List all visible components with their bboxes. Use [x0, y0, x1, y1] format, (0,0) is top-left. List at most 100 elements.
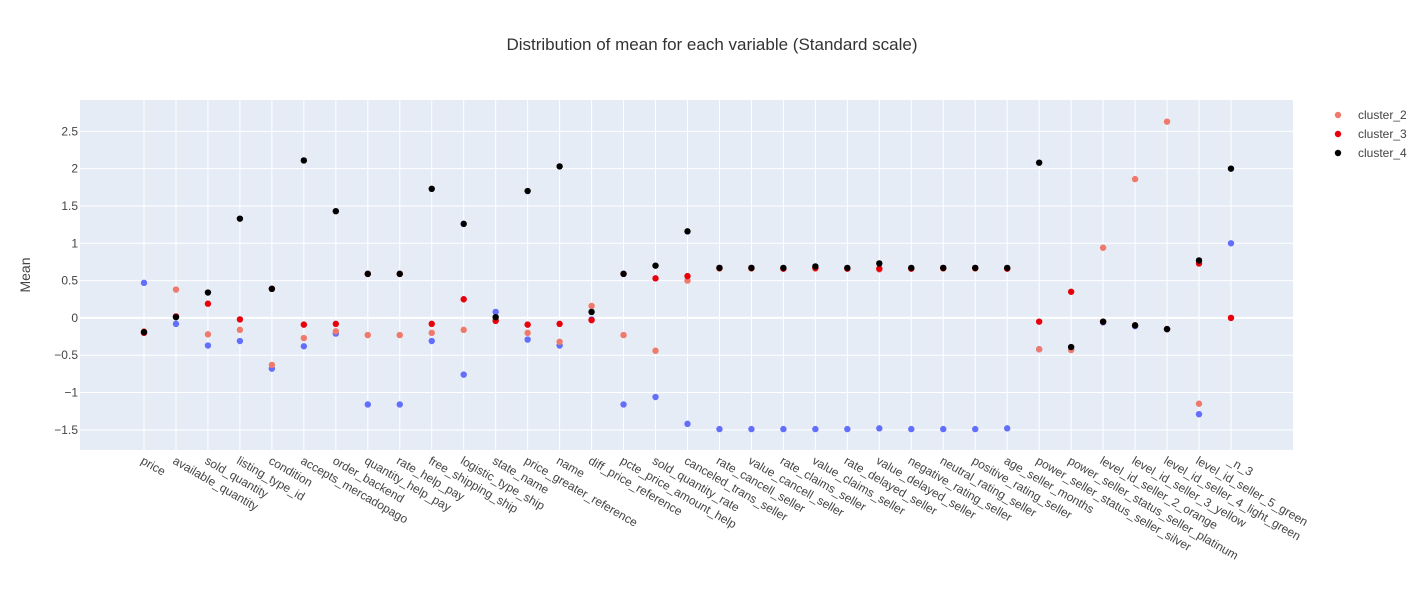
data-point: [460, 220, 467, 228]
data-point: [460, 296, 467, 303]
data-point: [1227, 314, 1235, 322]
data-point: [236, 316, 244, 323]
data-point: [1035, 346, 1043, 353]
data-point: [236, 337, 244, 345]
data-point: [652, 393, 659, 401]
data-point: [364, 331, 371, 339]
data-point: [684, 228, 691, 235]
data-point: [652, 275, 659, 282]
data-point: [1099, 244, 1107, 251]
data-point: [524, 336, 531, 343]
plot-area: [80, 100, 1293, 450]
data-point: [780, 264, 787, 272]
data-point: [364, 401, 371, 408]
data-point: [460, 326, 467, 334]
data-point: [716, 425, 723, 433]
data-point: [652, 347, 659, 354]
data-point: [428, 329, 435, 337]
data-point: [716, 264, 723, 272]
data-point: [428, 320, 435, 328]
data-point: [140, 328, 148, 336]
data-point: [556, 320, 563, 328]
data-point: [524, 329, 531, 337]
data-point: [684, 277, 691, 284]
data-point: [364, 270, 371, 278]
data-point: [1163, 325, 1171, 333]
data-point: [620, 331, 627, 339]
data-point: [1003, 425, 1011, 432]
y-tick-label: −1: [64, 386, 78, 400]
data-point: [268, 285, 276, 293]
data-point: [172, 286, 180, 293]
data-point: [300, 343, 308, 350]
data-point: [1227, 165, 1235, 172]
data-point: [428, 185, 435, 193]
data-point: [236, 215, 244, 222]
data-point: [396, 401, 403, 408]
data-point: [844, 264, 851, 272]
data-point: [172, 313, 180, 321]
legend-marker: [1334, 111, 1342, 119]
data-point: [620, 401, 627, 408]
data-point: [204, 342, 212, 349]
y-tick-label: 2.5: [61, 124, 78, 138]
data-point: [172, 320, 180, 328]
legend-marker: [1334, 149, 1342, 157]
data-point: [428, 337, 435, 345]
data-point: [876, 425, 883, 432]
legend-label: cluster_2: [1358, 108, 1407, 122]
data-point: [812, 263, 819, 270]
data-point: [268, 361, 276, 369]
data-point: [1131, 175, 1139, 183]
y-tick-label: 0.5: [61, 274, 78, 288]
data-point: [1227, 240, 1235, 247]
data-point: [1163, 118, 1171, 125]
data-point: [812, 425, 819, 433]
data-point: [972, 425, 979, 433]
y-tick-label: 1: [71, 236, 78, 250]
data-point: [556, 338, 563, 345]
data-point: [140, 279, 148, 287]
data-point: [748, 425, 755, 433]
data-point: [908, 425, 915, 433]
chart-title: Distribution of mean for each variable (…: [506, 35, 917, 54]
legend: cluster_2 cluster_3 cluster_4: [1334, 108, 1407, 160]
data-point: [332, 320, 340, 328]
data-point: [780, 425, 787, 433]
data-point: [684, 420, 691, 428]
data-point: [236, 326, 244, 334]
data-point: [908, 264, 915, 272]
data-point: [204, 331, 212, 338]
data-point: [844, 425, 851, 433]
data-point: [524, 321, 531, 328]
data-point: [1003, 264, 1011, 272]
data-point: [1067, 288, 1075, 295]
y-tick-label: 0: [71, 311, 78, 325]
data-point: [460, 371, 467, 378]
data-point: [748, 264, 755, 272]
data-point: [876, 260, 883, 267]
data-point: [1131, 322, 1139, 329]
data-point: [1035, 318, 1043, 325]
x-tick-label: price: [139, 453, 169, 478]
data-point: [940, 264, 947, 272]
y-tick-label: −0.5: [54, 348, 78, 362]
data-point: [1195, 410, 1203, 418]
legend-marker: [1334, 130, 1342, 138]
data-point: [204, 300, 212, 307]
data-point: [396, 331, 403, 339]
data-point: [524, 187, 531, 195]
data-point: [1195, 257, 1203, 264]
data-point: [620, 270, 627, 278]
data-point: [492, 313, 499, 321]
legend-label: cluster_4: [1358, 146, 1407, 160]
data-point: [204, 289, 212, 296]
data-point: [300, 157, 308, 164]
data-point: [588, 308, 595, 316]
data-point: [876, 265, 883, 272]
y-tick-label: 1.5: [61, 199, 78, 213]
data-point: [588, 302, 595, 310]
legend-label: cluster_3: [1358, 127, 1407, 141]
data-point: [588, 316, 595, 324]
